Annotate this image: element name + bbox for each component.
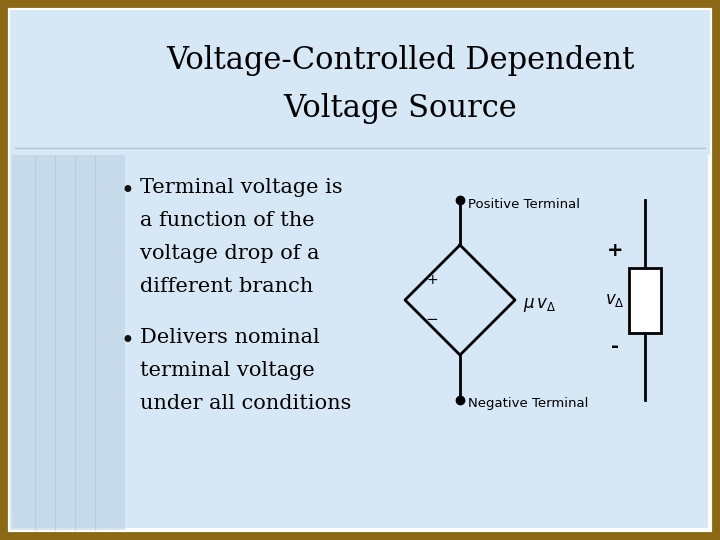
Text: Voltage-Controlled Dependent: Voltage-Controlled Dependent: [166, 44, 634, 76]
Text: Positive Terminal: Positive Terminal: [468, 198, 580, 211]
Text: different branch: different branch: [140, 277, 313, 296]
Text: Negative Terminal: Negative Terminal: [468, 397, 588, 410]
Text: under all conditions: under all conditions: [140, 394, 351, 413]
Text: Voltage Source: Voltage Source: [283, 92, 517, 124]
FancyBboxPatch shape: [629, 268, 661, 333]
Text: Terminal voltage is: Terminal voltage is: [140, 178, 343, 197]
FancyBboxPatch shape: [10, 10, 710, 155]
Text: +: +: [426, 273, 438, 287]
Text: •: •: [120, 180, 134, 203]
Text: $\mu\,\mathit{v}_\Delta$: $\mu\,\mathit{v}_\Delta$: [523, 296, 556, 314]
FancyBboxPatch shape: [10, 10, 710, 530]
FancyBboxPatch shape: [10, 10, 125, 530]
Text: •: •: [120, 330, 134, 353]
Text: Delivers nominal: Delivers nominal: [140, 328, 320, 347]
Text: $\mathit{v}_\Delta$: $\mathit{v}_\Delta$: [605, 291, 625, 309]
Text: voltage drop of a: voltage drop of a: [140, 244, 320, 263]
Text: −: −: [426, 313, 438, 327]
Text: -: -: [611, 338, 619, 356]
Text: a function of the: a function of the: [140, 211, 315, 230]
Text: terminal voltage: terminal voltage: [140, 361, 315, 380]
Text: +: +: [607, 240, 624, 260]
